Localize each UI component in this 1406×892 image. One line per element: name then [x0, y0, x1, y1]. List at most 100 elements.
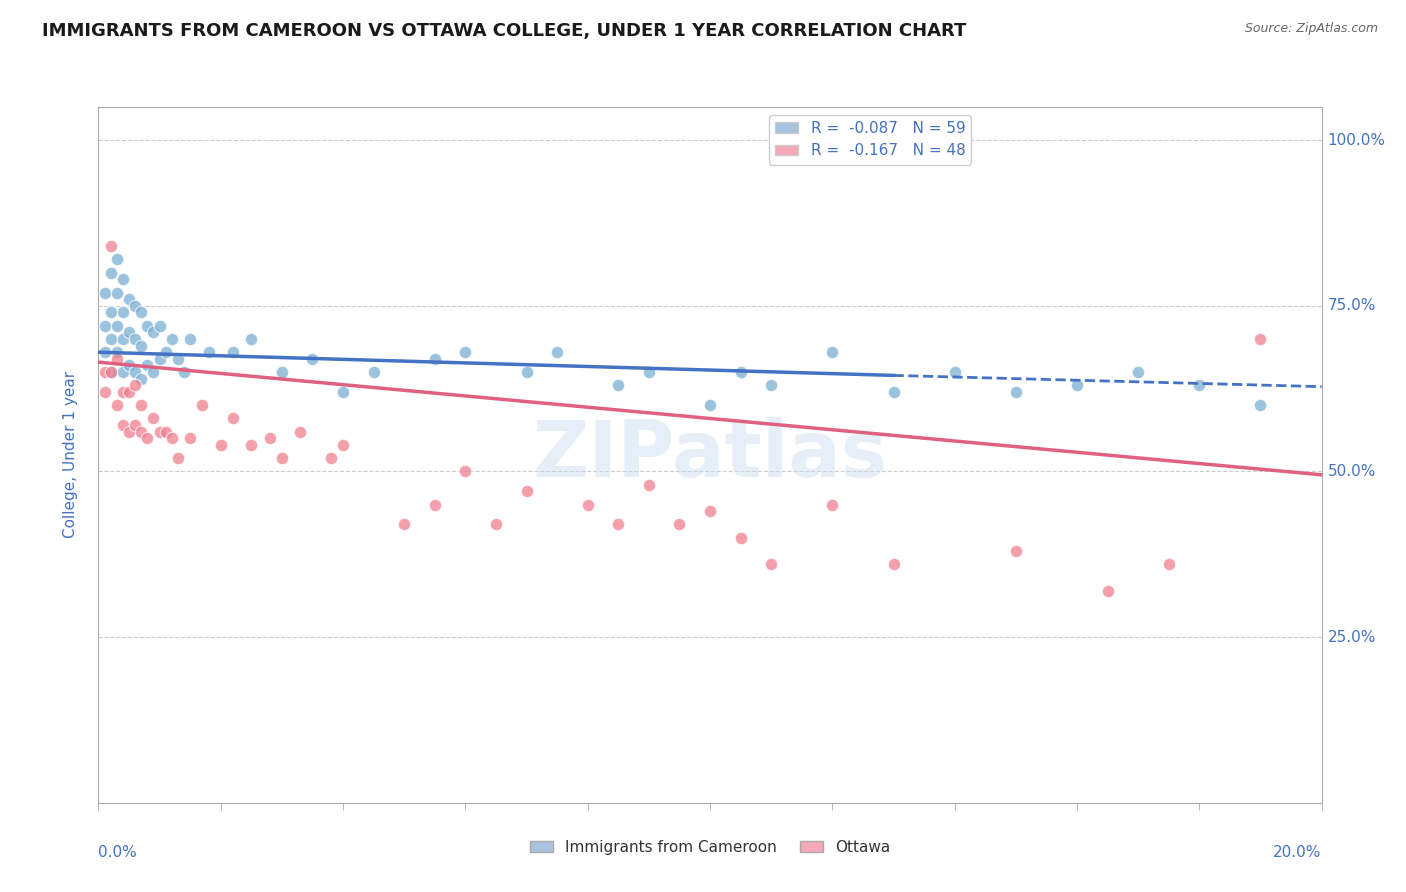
Point: [1249, 332, 1271, 346]
Point: [93, 285, 115, 300]
Point: [100, 305, 122, 319]
Point: [943, 365, 966, 379]
Text: Source: ZipAtlas.com: Source: ZipAtlas.com: [1244, 22, 1378, 36]
Point: [1004, 544, 1026, 558]
Text: 20.0%: 20.0%: [1274, 845, 1322, 860]
Point: [105, 318, 128, 333]
Point: [111, 418, 134, 433]
Point: [821, 345, 844, 359]
Point: [485, 517, 508, 532]
Point: [209, 438, 232, 452]
Point: [136, 318, 159, 333]
Point: [155, 345, 177, 359]
Point: [93, 365, 115, 379]
Point: [93, 345, 115, 359]
Point: [160, 332, 183, 346]
Point: [129, 338, 152, 352]
Text: 50.0%: 50.0%: [1327, 464, 1376, 479]
Point: [1157, 558, 1180, 572]
Point: [111, 365, 134, 379]
Point: [883, 384, 905, 399]
Point: [423, 498, 446, 512]
Point: [516, 484, 538, 499]
Text: 75.0%: 75.0%: [1327, 298, 1376, 313]
Point: [821, 498, 844, 512]
Point: [129, 425, 152, 439]
Point: [699, 398, 721, 412]
Text: 100.0%: 100.0%: [1327, 133, 1386, 148]
Point: [105, 285, 128, 300]
Point: [240, 438, 263, 452]
Point: [136, 431, 159, 445]
Point: [155, 425, 177, 439]
Point: [100, 365, 122, 379]
Point: [730, 531, 752, 545]
Point: [222, 345, 245, 359]
Point: [332, 384, 354, 399]
Point: [668, 517, 690, 532]
Point: [197, 345, 219, 359]
Point: [699, 504, 721, 518]
Point: [179, 431, 201, 445]
Point: [124, 378, 146, 392]
Point: [332, 438, 354, 452]
Point: [167, 351, 190, 366]
Point: [124, 418, 146, 433]
Point: [142, 326, 165, 340]
Point: [883, 558, 905, 572]
Legend: Immigrants from Cameroon, Ottawa: Immigrants from Cameroon, Ottawa: [524, 834, 896, 862]
Point: [167, 451, 190, 466]
Text: 25.0%: 25.0%: [1327, 630, 1376, 645]
Point: [93, 318, 115, 333]
Point: [124, 332, 146, 346]
Point: [1128, 365, 1150, 379]
Point: [111, 305, 134, 319]
Point: [111, 272, 134, 286]
Point: [759, 378, 782, 392]
Point: [129, 398, 152, 412]
Point: [173, 365, 195, 379]
Point: [1188, 378, 1211, 392]
Point: [111, 332, 134, 346]
Point: [290, 425, 312, 439]
Point: [129, 305, 152, 319]
Text: 0.0%: 0.0%: [98, 845, 138, 860]
Point: [392, 517, 416, 532]
Point: [240, 332, 263, 346]
Point: [111, 384, 134, 399]
Point: [100, 266, 122, 280]
Point: [124, 299, 146, 313]
Point: [730, 365, 752, 379]
Point: [259, 431, 281, 445]
Point: [1249, 398, 1271, 412]
Point: [270, 365, 292, 379]
Point: [93, 384, 115, 399]
Text: ZIPatlas: ZIPatlas: [533, 417, 887, 493]
Point: [160, 431, 183, 445]
Point: [124, 365, 146, 379]
Point: [454, 345, 477, 359]
Point: [179, 332, 201, 346]
Point: [129, 372, 152, 386]
Point: [363, 365, 385, 379]
Point: [454, 465, 477, 479]
Point: [118, 384, 141, 399]
Point: [105, 252, 128, 267]
Point: [301, 351, 323, 366]
Point: [516, 365, 538, 379]
Point: [100, 239, 122, 253]
Text: IMMIGRANTS FROM CAMEROON VS OTTAWA COLLEGE, UNDER 1 YEAR CORRELATION CHART: IMMIGRANTS FROM CAMEROON VS OTTAWA COLLE…: [42, 22, 966, 40]
Point: [319, 451, 342, 466]
Point: [118, 326, 141, 340]
Point: [149, 318, 172, 333]
Point: [142, 365, 165, 379]
Point: [1004, 384, 1026, 399]
Point: [118, 359, 141, 373]
Point: [637, 477, 661, 491]
Point: [118, 425, 141, 439]
Point: [270, 451, 292, 466]
Point: [105, 345, 128, 359]
Y-axis label: College, Under 1 year: College, Under 1 year: [63, 371, 77, 539]
Point: [423, 351, 446, 366]
Point: [546, 345, 568, 359]
